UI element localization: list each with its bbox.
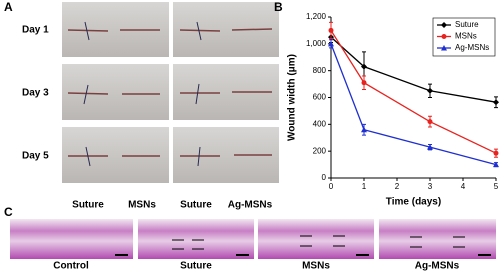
sutures	[83, 21, 202, 167]
y-tick-label: 1,200	[306, 12, 327, 21]
column-label: Ag-MSNs	[228, 200, 273, 211]
marker	[441, 34, 447, 39]
histology-image	[379, 219, 496, 259]
histology-image	[258, 219, 374, 259]
column-label: MSNs	[128, 200, 156, 211]
legend-label: Ag-MSNs	[455, 43, 489, 52]
y-tick-label: 600	[313, 93, 327, 102]
x-tick-label: 5	[494, 182, 499, 191]
marker	[441, 45, 447, 51]
marker	[328, 40, 334, 47]
marker	[328, 27, 334, 33]
image-label: Ag-MSNs	[415, 261, 460, 272]
histology	[10, 219, 496, 259]
marker	[361, 63, 367, 70]
series-line	[330, 43, 497, 166]
marker	[361, 126, 367, 133]
marker	[427, 87, 433, 94]
x-tick-label: 0	[329, 182, 334, 191]
marker	[361, 80, 367, 86]
y-tick-label: 400	[313, 119, 327, 128]
column-label: Suture	[180, 200, 212, 211]
marker	[441, 22, 447, 28]
marker	[427, 144, 433, 150]
photo	[62, 64, 169, 120]
legend-label: Suture	[455, 20, 479, 29]
photo	[62, 127, 169, 183]
image-label: Control	[53, 261, 89, 272]
x-tick-label: 1	[362, 182, 367, 191]
marker	[427, 119, 433, 125]
x-tick-label: 4	[461, 182, 466, 191]
photo-grid	[62, 2, 279, 183]
image-label: Suture	[180, 261, 212, 272]
y-tick-label: 800	[313, 66, 327, 75]
arrows	[172, 235, 465, 250]
column-label: Suture	[72, 200, 104, 211]
panel-letter: B	[274, 0, 283, 14]
row-label: Day 3	[22, 88, 49, 99]
image-label: MSNs	[302, 261, 330, 272]
wounds	[67, 28, 273, 157]
histology-image	[10, 219, 133, 259]
marker	[493, 150, 499, 156]
panel-letter: C	[4, 205, 13, 219]
y-tick-label: 1,000	[306, 39, 327, 48]
panel-letter: A	[4, 0, 13, 14]
x-tick-label: 2	[395, 182, 400, 191]
histology-image	[138, 219, 254, 259]
legend-label: MSNs	[455, 32, 477, 41]
row-label: Day 5	[22, 151, 49, 162]
series-line	[330, 30, 497, 154]
y-tick-label: 200	[313, 146, 327, 155]
y-tick-label: 0	[322, 173, 327, 182]
y-axis-title: Wound width (μm)	[287, 54, 298, 141]
series-line	[330, 36, 497, 103]
x-tick-label: 3	[428, 182, 433, 191]
x-axis-title: Time (days)	[386, 197, 441, 208]
marker	[493, 161, 499, 168]
row-label: Day 1	[22, 25, 49, 36]
marker	[493, 99, 499, 106]
